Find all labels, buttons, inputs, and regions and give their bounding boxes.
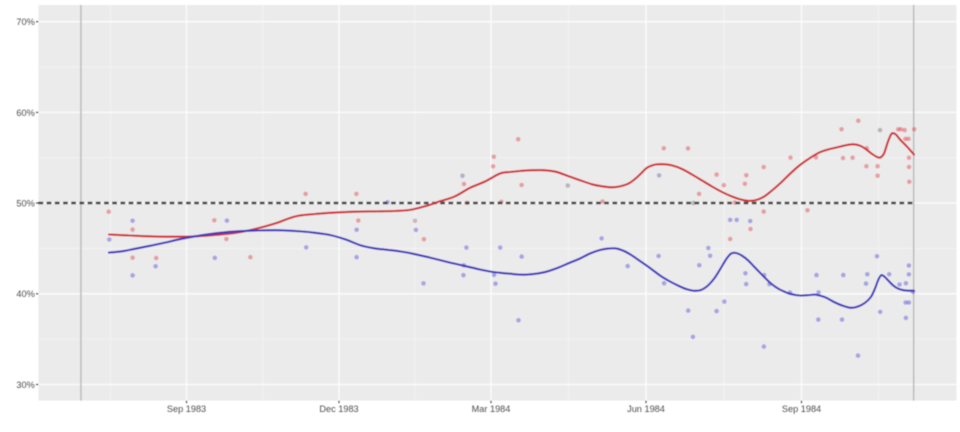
svg-text:60%: 60%: [16, 108, 34, 118]
svg-text:70%: 70%: [16, 17, 34, 27]
svg-text:Jun 1984: Jun 1984: [627, 404, 665, 414]
svg-text:40%: 40%: [16, 289, 34, 299]
svg-text:Mar 1984: Mar 1984: [472, 404, 511, 414]
svg-text:50%: 50%: [16, 198, 34, 208]
svg-text:Dec 1983: Dec 1983: [319, 404, 358, 414]
svg-text:Sep 1983: Sep 1983: [167, 404, 206, 414]
svg-text:Sep 1984: Sep 1984: [782, 404, 821, 414]
svg-text:30%: 30%: [16, 380, 34, 390]
